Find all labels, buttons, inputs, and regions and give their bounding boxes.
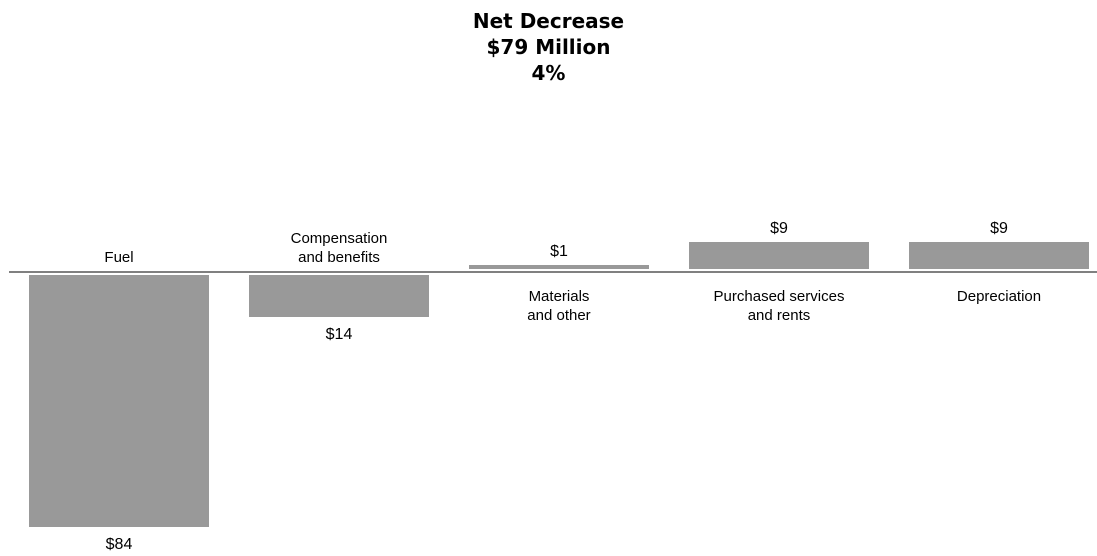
title-line-net-decrease: Net Decrease xyxy=(472,9,625,33)
category-label-1-1: and benefits xyxy=(298,249,380,266)
category-label-2-0: Materials xyxy=(529,288,590,305)
title-line-percent: 4% xyxy=(531,61,566,85)
title-line-amount: $79 Million xyxy=(486,35,611,59)
bar-2 xyxy=(469,265,649,269)
category-label-2-1: and other xyxy=(527,307,590,324)
value-label-3: $9 xyxy=(770,220,788,237)
category-label-3-0: Purchased services xyxy=(714,288,845,305)
value-label-1: $14 xyxy=(326,326,353,343)
value-label-2: $1 xyxy=(550,243,568,260)
bar-1 xyxy=(249,275,429,317)
category-label-0-0: Fuel xyxy=(104,249,133,266)
bar-0 xyxy=(29,275,209,527)
category-label-1-0: Compensation xyxy=(291,230,388,247)
value-label-0: $84 xyxy=(106,536,133,553)
value-label-4: $9 xyxy=(990,220,1008,237)
bar-4 xyxy=(909,242,1089,269)
category-label-3-1: and rents xyxy=(748,307,811,324)
category-label-4-0: Depreciation xyxy=(957,288,1041,305)
bar-3 xyxy=(689,242,869,269)
chart-title: Net Decrease $79 Million 4% xyxy=(0,8,1097,86)
